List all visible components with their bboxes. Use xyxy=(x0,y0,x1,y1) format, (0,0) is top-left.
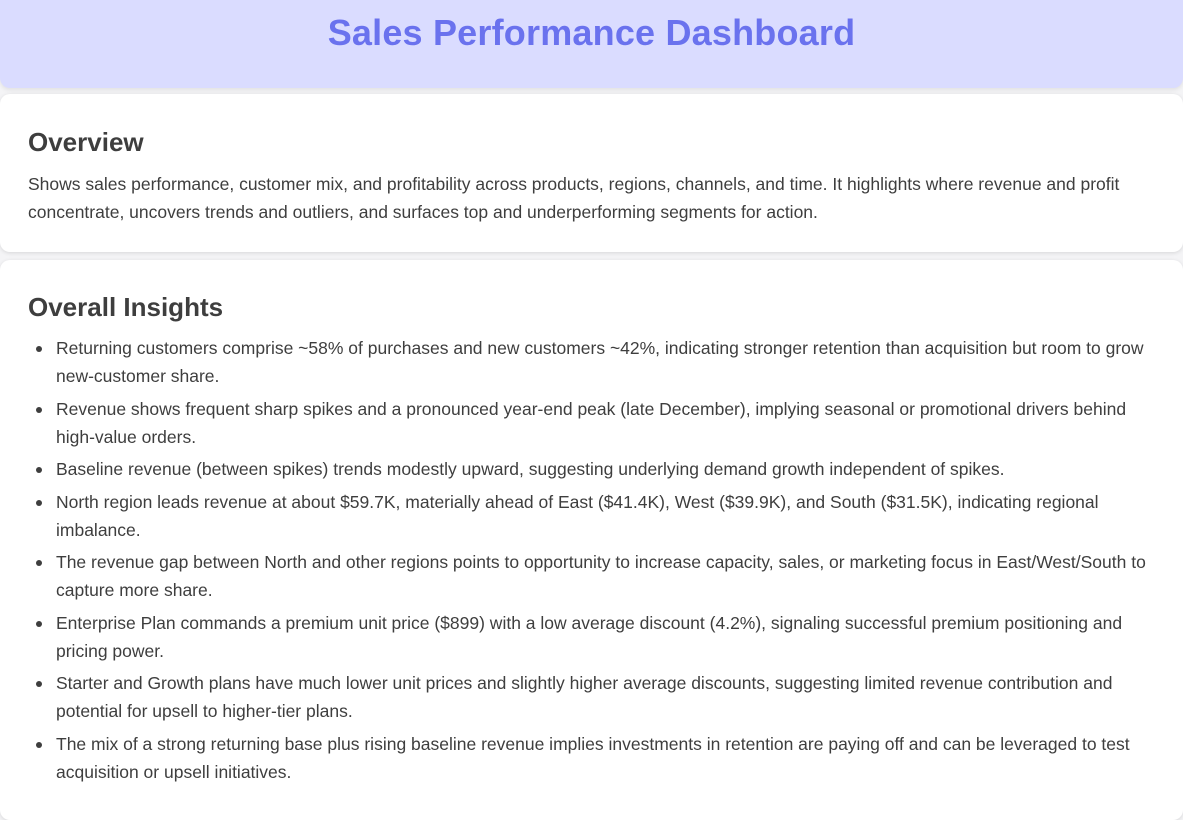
insight-text: Starter and Growth plans have much lower… xyxy=(56,673,1113,721)
insight-item: The mix of a strong returning base plus … xyxy=(28,730,1158,786)
overview-heading: Overview xyxy=(28,127,144,157)
insight-item: Starter and Growth plans have much lower… xyxy=(28,669,1158,725)
page-title: Sales Performance Dashboard xyxy=(327,12,856,53)
insight-text: The mix of a strong returning base plus … xyxy=(56,733,1130,782)
insight-item: Revenue shows frequent sharp spikes and … xyxy=(28,395,1158,451)
insight-text: Baseline revenue (between spikes) trends… xyxy=(56,459,1005,479)
insight-item: North region leads revenue at about $59.… xyxy=(28,488,1158,544)
bullet-icon xyxy=(36,406,42,413)
bullet-icon xyxy=(36,499,42,506)
bullet-icon xyxy=(36,741,42,748)
bullet-icon xyxy=(36,346,42,352)
insight-text: Revenue shows frequent sharp spikes and … xyxy=(56,398,1127,447)
insight-text: Returning customers comprise ~58% of pur… xyxy=(56,338,1144,386)
insight-text: North region leads revenue at about $59.… xyxy=(56,491,1099,540)
bullet-icon xyxy=(36,620,42,627)
insight-item: Baseline revenue (between spikes) trends… xyxy=(28,455,1158,483)
insight-item: Returning customers comprise ~58% of pur… xyxy=(28,334,1158,390)
insights-card: Overall Insights Returning customers com… xyxy=(0,260,1183,820)
overview-card: Overview Shows sales performance, custom… xyxy=(0,94,1183,252)
insight-item: Enterprise Plan commands a premium unit … xyxy=(28,609,1158,665)
insight-item: The revenue gap between North and other … xyxy=(28,548,1158,604)
overview-text: Shows sales performance, customer mix, a… xyxy=(28,174,1120,222)
bullet-icon xyxy=(36,467,42,473)
insights-list: Returning customers comprise ~58% of pur… xyxy=(28,334,1158,790)
bullet-icon xyxy=(36,560,42,566)
insight-text: The revenue gap between North and other … xyxy=(56,552,1146,600)
bullet-icon xyxy=(36,681,42,687)
insight-text: Enterprise Plan commands a premium unit … xyxy=(56,612,1123,661)
dashboard-header: Sales Performance Dashboard xyxy=(0,0,1183,88)
insights-heading: Overall Insights xyxy=(28,292,224,322)
